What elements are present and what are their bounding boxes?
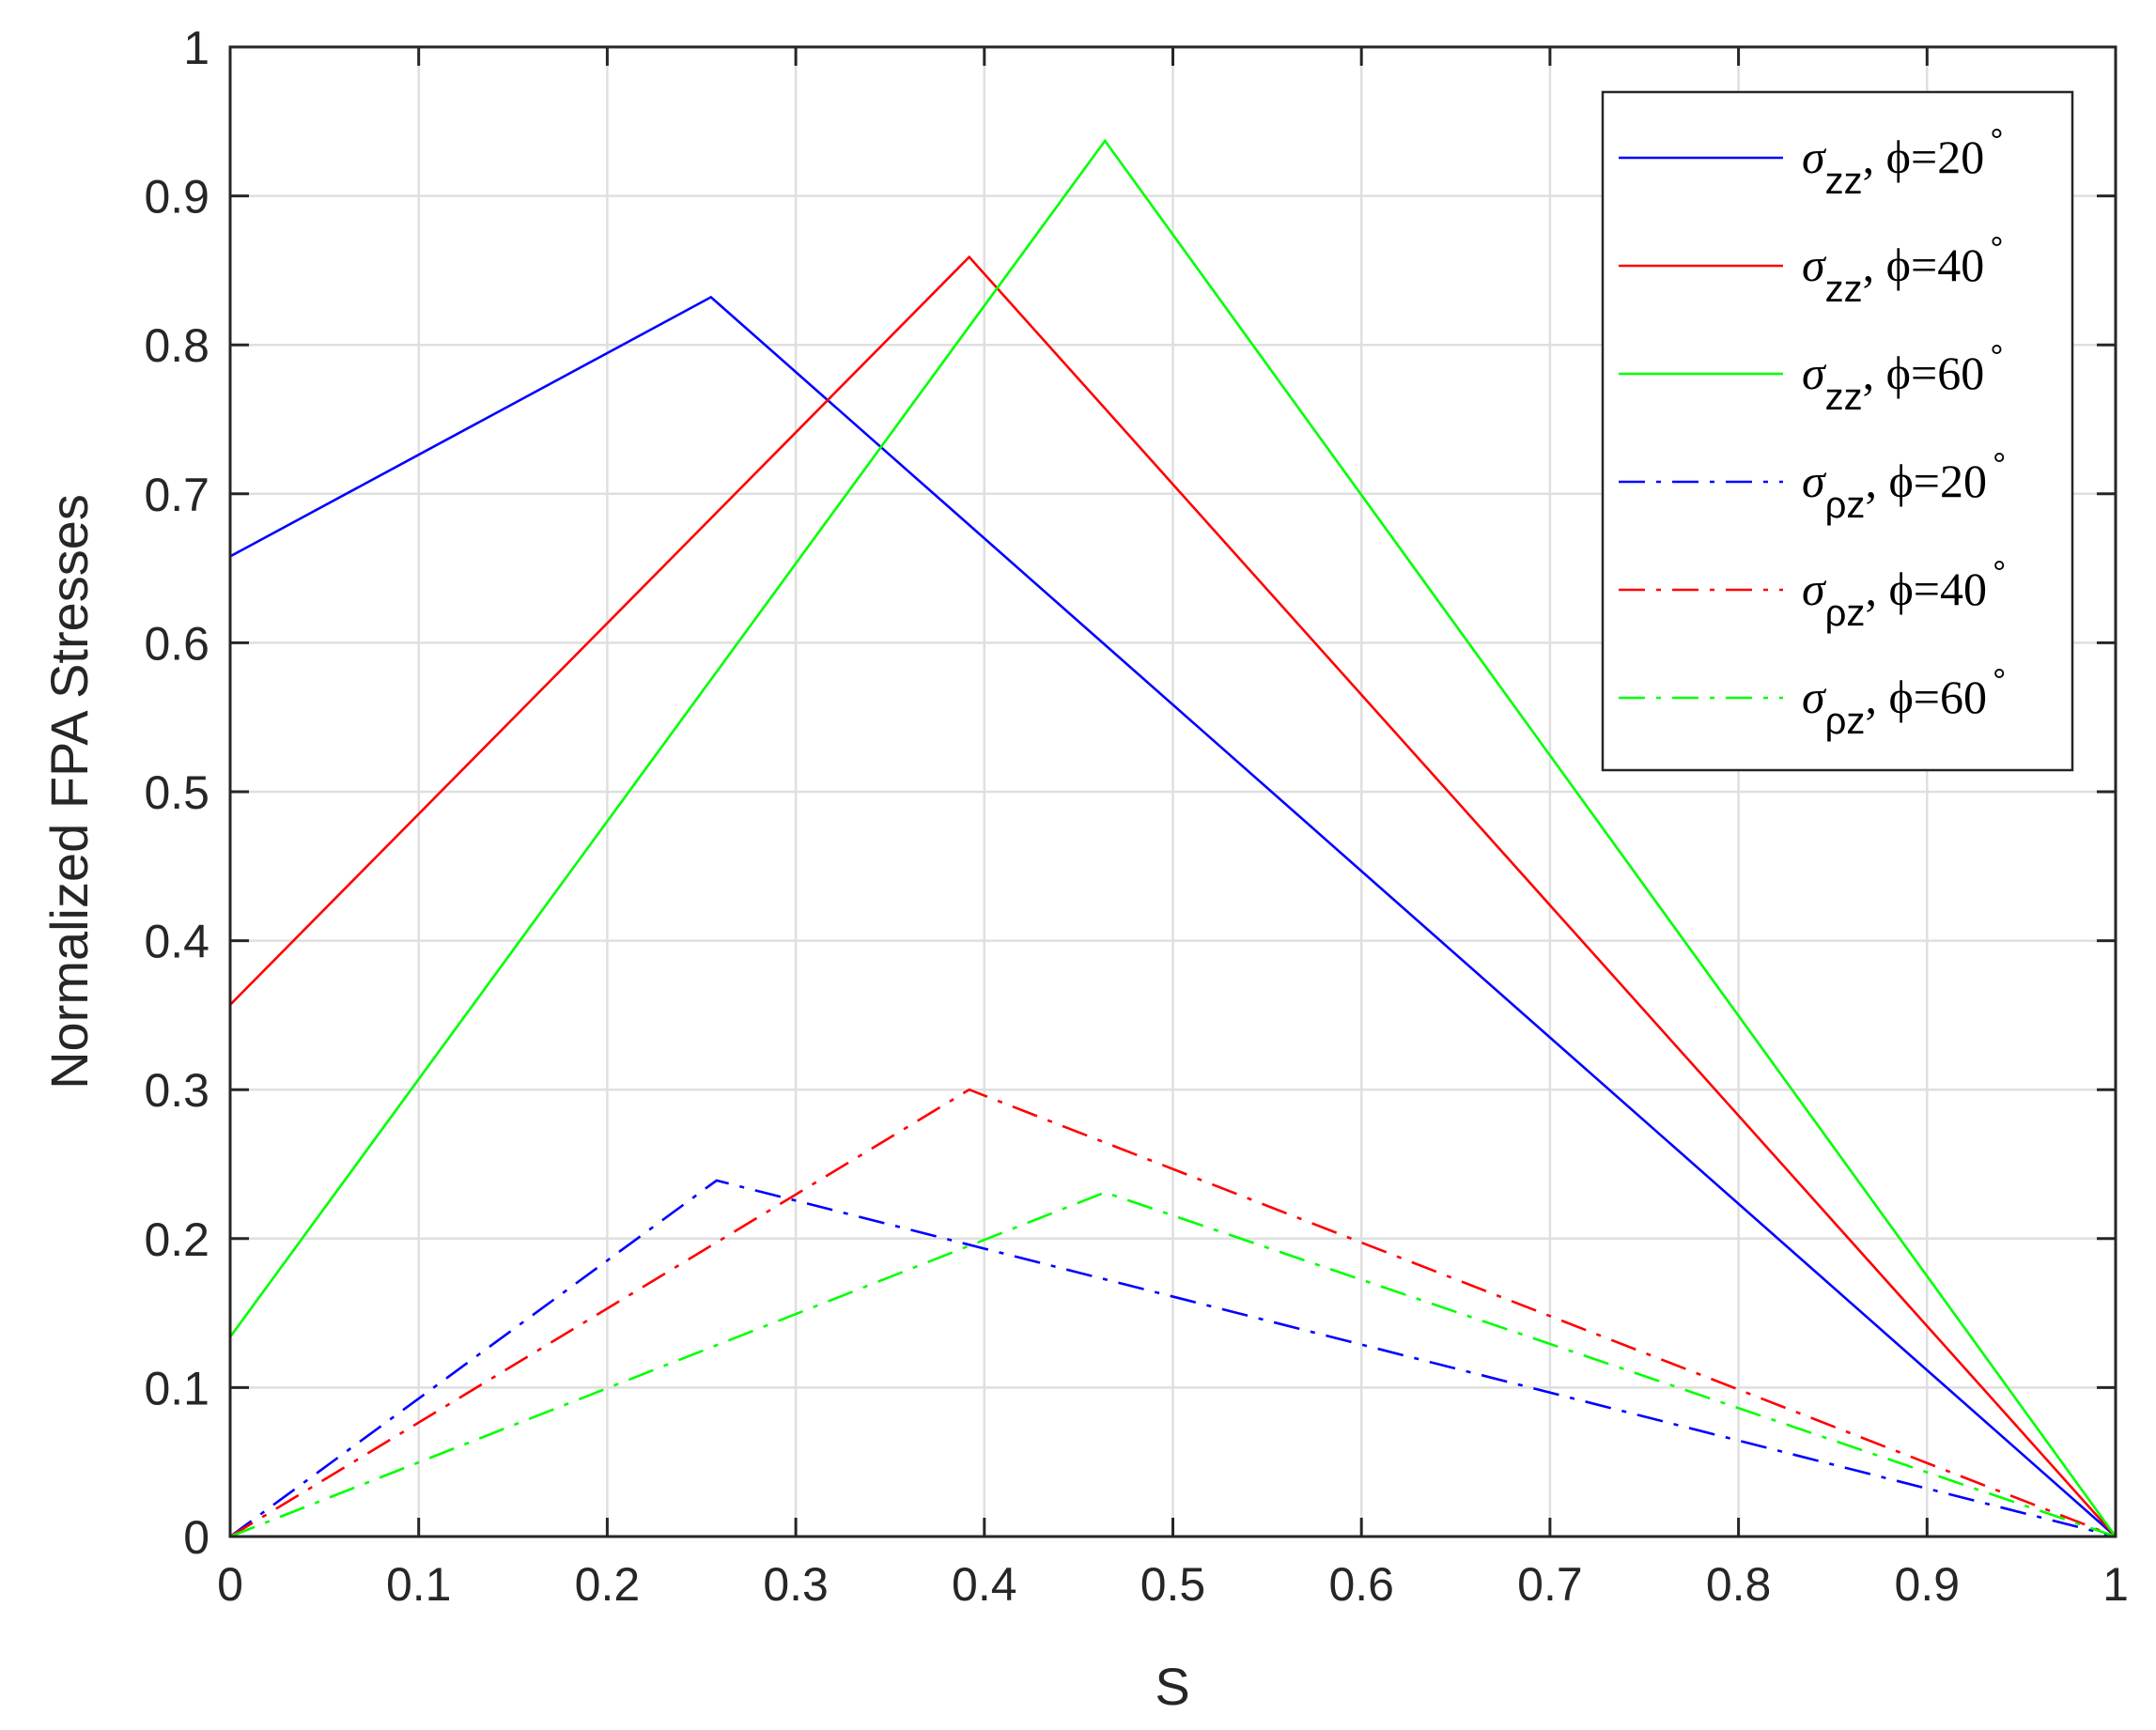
legend-subscript: ρz xyxy=(1825,485,1866,526)
y-tick-label: 0.7 xyxy=(144,469,209,521)
x-tick-label: 0.4 xyxy=(952,1558,1017,1611)
x-tick-label: 0.2 xyxy=(575,1558,641,1611)
legend-symbol: σ xyxy=(1802,455,1827,507)
legend-entry-6: σρz, ϕ=60 ° xyxy=(1802,661,2006,742)
legend-phi: , ϕ=20 xyxy=(1863,131,1985,183)
legend-entry-1: σzz, ϕ=20 ° xyxy=(1802,121,2004,202)
x-tick-label: 0.7 xyxy=(1517,1558,1583,1611)
x-tick-label: 0.5 xyxy=(1140,1558,1206,1611)
legend-subscript: ρz xyxy=(1825,701,1866,742)
y-axis-label: Normalized FPA Stresses xyxy=(39,494,99,1089)
y-tick-label: 0.4 xyxy=(144,916,209,968)
legend-degree: ° xyxy=(1990,229,2003,268)
legend-subscript: zz xyxy=(1825,269,1863,310)
legend-phi: , ϕ=20 xyxy=(1865,455,1987,507)
series-line-5 xyxy=(229,1088,2117,1538)
legend-subscript: zz xyxy=(1825,377,1863,418)
legend-degree: ° xyxy=(1990,337,2003,376)
legend-symbol: σ xyxy=(1802,239,1827,291)
legend-phi: , ϕ=40 xyxy=(1865,563,1987,615)
legend-entry-4: σρz, ϕ=20 ° xyxy=(1802,445,2006,526)
legend-degree: ° xyxy=(1993,445,2006,484)
y-tick-label: 0.9 xyxy=(144,171,209,224)
x-tick-label: 0.3 xyxy=(763,1558,829,1611)
legend-entry-5: σρz, ϕ=40 ° xyxy=(1802,553,2006,634)
y-tick-label: 0.5 xyxy=(144,766,209,819)
y-tick-label: 0 xyxy=(183,1511,209,1564)
legend: σzz, ϕ=20 °σzz, ϕ=40 °σzz, ϕ=60 °σρz, ϕ=20 °… xyxy=(1601,90,2074,772)
legend-subscript: ρz xyxy=(1825,593,1866,634)
series-line-1 xyxy=(229,295,2117,1537)
legend-entry-3: σzz, ϕ=60 ° xyxy=(1802,337,2004,418)
x-tick-label: 1 xyxy=(2102,1558,2129,1611)
y-tick-label: 0.8 xyxy=(144,319,209,372)
y-tick-label: 0.1 xyxy=(144,1362,209,1414)
y-tick-labels: 0 0.1 0.2 0.3 0.4 0.5 0.6 0.7 0.8 0.9 1 xyxy=(144,22,209,1564)
series-line-4 xyxy=(229,1179,2117,1538)
legend-phi: , ϕ=40 xyxy=(1863,239,1985,291)
legend-degree: ° xyxy=(1990,121,2003,160)
legend-phi: , ϕ=60 xyxy=(1865,671,1987,723)
legend-degree: ° xyxy=(1993,553,2006,592)
series-line-3 xyxy=(228,138,2117,1537)
legend-phi: , ϕ=60 xyxy=(1863,347,1985,399)
y-tick-label: 0.3 xyxy=(144,1064,209,1117)
series-line-2 xyxy=(229,255,2117,1537)
x-tick-label: 0.9 xyxy=(1895,1558,1961,1611)
legend-symbol: σ xyxy=(1802,347,1827,399)
x-tick-label: 0.6 xyxy=(1328,1558,1394,1611)
x-axis-label: S xyxy=(1155,1657,1189,1716)
legend-symbol: σ xyxy=(1802,563,1827,615)
legend-box xyxy=(1601,90,2074,772)
y-tick-label: 0.2 xyxy=(144,1213,209,1266)
ticks xyxy=(228,45,2117,1538)
x-tick-label: 0.8 xyxy=(1706,1558,1772,1611)
x-tick-labels: 0 0.1 0.2 0.3 0.4 0.5 0.6 0.7 0.8 0.9 1 xyxy=(217,1558,2129,1611)
x-tick-label: 0.1 xyxy=(386,1558,452,1611)
x-tick-label: 0 xyxy=(217,1558,243,1611)
legend-entry-2: σzz, ϕ=40 ° xyxy=(1802,229,2004,310)
y-tick-label: 0.6 xyxy=(144,617,209,670)
legend-degree: ° xyxy=(1993,661,2006,700)
legend-symbol: σ xyxy=(1802,131,1827,183)
y-tick-label: 1 xyxy=(183,22,209,74)
legend-symbol: σ xyxy=(1802,671,1827,723)
legend-subscript: zz xyxy=(1825,161,1863,202)
